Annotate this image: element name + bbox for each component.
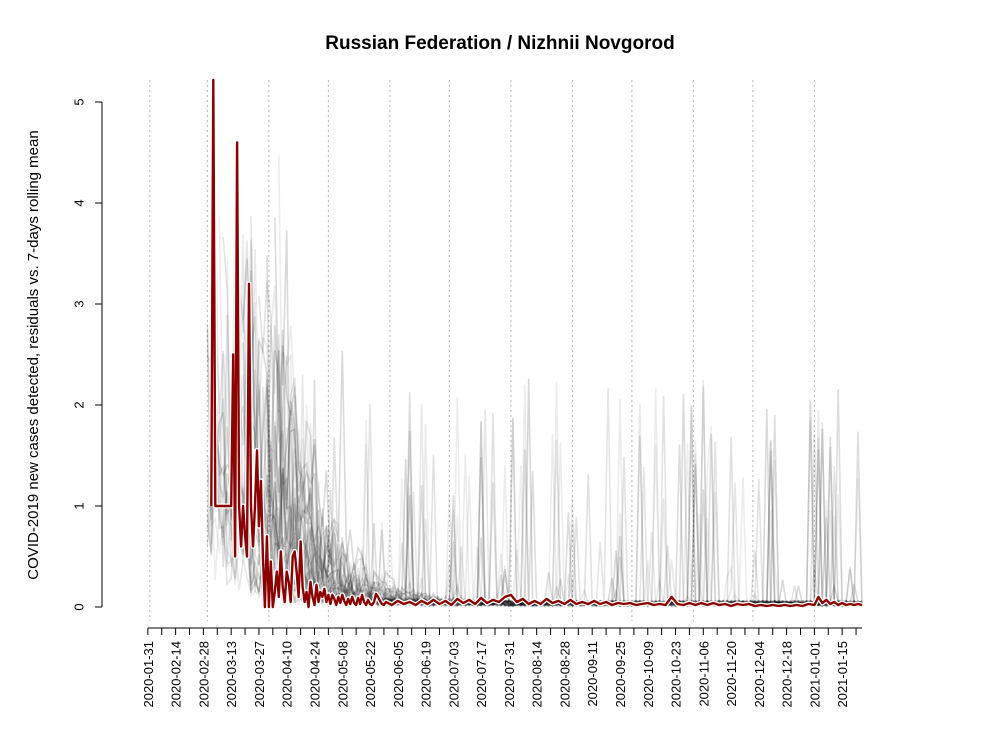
x-tick-label: 2020-05-22 (363, 641, 378, 708)
background-series-line (278, 155, 863, 608)
x-tick-label: 2020-08-14 (530, 641, 545, 708)
x-tick-label: 2020-05-08 (335, 641, 350, 708)
x-tick-label: 2020-07-03 (446, 641, 461, 708)
x-tick-label: 2020-11-20 (724, 641, 739, 707)
x-tick-label: 2020-12-04 (752, 641, 767, 708)
highlight-series (208, 77, 863, 610)
x-tick-label: 2020-01-31 (141, 641, 156, 708)
y-tick-label: 4 (71, 199, 86, 206)
y-tick-label: 2 (71, 401, 86, 408)
y-tick-label: 0 (71, 603, 86, 610)
x-tick-label: 2020-09-25 (613, 641, 628, 708)
x-tick-label: 2020-02-14 (169, 641, 184, 708)
x-tick-label: 2020-07-17 (474, 641, 489, 708)
gridlines (149, 80, 815, 621)
x-tick-label: 2020-06-19 (419, 641, 434, 708)
y-tick-label: 5 (71, 98, 86, 105)
x-tick-label: 2020-03-27 (252, 641, 267, 708)
highlight-series-line (210, 78, 863, 609)
y-axis-label: COVID-2019 new cases detected, residuals… (25, 130, 42, 579)
x-tick-label: 2020-11-06 (696, 641, 711, 707)
chart-title: Russian Federation / Nizhnii Novgorod (325, 33, 674, 54)
x-tick-label: 2020-06-05 (391, 641, 406, 708)
x-tick-label: 2020-09-11 (585, 641, 600, 707)
x-tick-label: 2021-01-01 (807, 641, 822, 708)
y-tick-label: 3 (71, 300, 86, 307)
x-tick-label: 2020-10-09 (641, 641, 656, 708)
x-tick-label: 2020-10-23 (669, 641, 684, 708)
x-tick-label: 2020-04-10 (280, 641, 295, 708)
axes: 0 1 2 3 4 5 2020-01-31 2020-02-14 2020-02-28 2020… (71, 98, 862, 708)
x-tick-label: 2020-02-28 (196, 641, 211, 708)
x-tick-label: 2020-04-24 (307, 641, 322, 708)
x-tick-label: 2020-07-31 (502, 641, 517, 708)
y-tick-label: 1 (71, 502, 86, 509)
x-tick-label: 2020-08-28 (557, 641, 572, 708)
x-tick-label: 2020-03-13 (224, 641, 239, 708)
x-tick-label: 2020-12-18 (780, 641, 795, 708)
x-tick-label: 2021-01-15 (835, 641, 850, 708)
